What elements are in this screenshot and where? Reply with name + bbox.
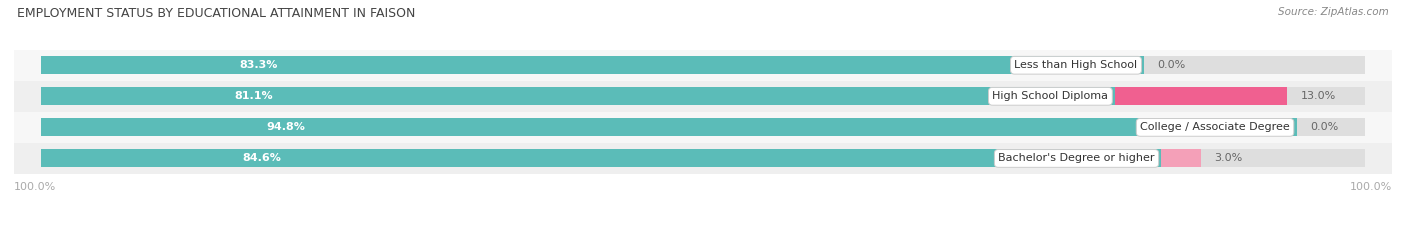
- Bar: [1161, 149, 1201, 168]
- Bar: [41, 87, 1115, 105]
- Text: 0.0%: 0.0%: [1310, 122, 1339, 132]
- Bar: [14, 50, 1392, 81]
- Text: 84.6%: 84.6%: [242, 154, 281, 163]
- Text: 13.0%: 13.0%: [1301, 91, 1336, 101]
- Bar: [41, 118, 1296, 136]
- Bar: [41, 149, 1161, 168]
- Bar: [41, 87, 1365, 105]
- Bar: [41, 56, 1365, 74]
- Text: 100.0%: 100.0%: [1350, 182, 1392, 192]
- Text: Bachelor's Degree or higher: Bachelor's Degree or higher: [998, 154, 1154, 163]
- Bar: [14, 143, 1392, 174]
- Text: 0.0%: 0.0%: [1157, 60, 1185, 70]
- Text: 81.1%: 81.1%: [233, 91, 273, 101]
- Text: Source: ZipAtlas.com: Source: ZipAtlas.com: [1278, 7, 1389, 17]
- Bar: [14, 112, 1392, 143]
- Bar: [41, 56, 1144, 74]
- Text: 100.0%: 100.0%: [14, 182, 56, 192]
- Text: 94.8%: 94.8%: [267, 122, 305, 132]
- Text: 83.3%: 83.3%: [239, 60, 277, 70]
- Bar: [41, 118, 1365, 136]
- Bar: [14, 81, 1392, 112]
- Text: EMPLOYMENT STATUS BY EDUCATIONAL ATTAINMENT IN FAISON: EMPLOYMENT STATUS BY EDUCATIONAL ATTAINM…: [17, 7, 415, 20]
- Bar: [41, 149, 1365, 168]
- Text: 3.0%: 3.0%: [1215, 154, 1243, 163]
- Text: College / Associate Degree: College / Associate Degree: [1140, 122, 1289, 132]
- Text: High School Diploma: High School Diploma: [993, 91, 1108, 101]
- Text: Less than High School: Less than High School: [1015, 60, 1137, 70]
- Bar: [1115, 87, 1288, 105]
